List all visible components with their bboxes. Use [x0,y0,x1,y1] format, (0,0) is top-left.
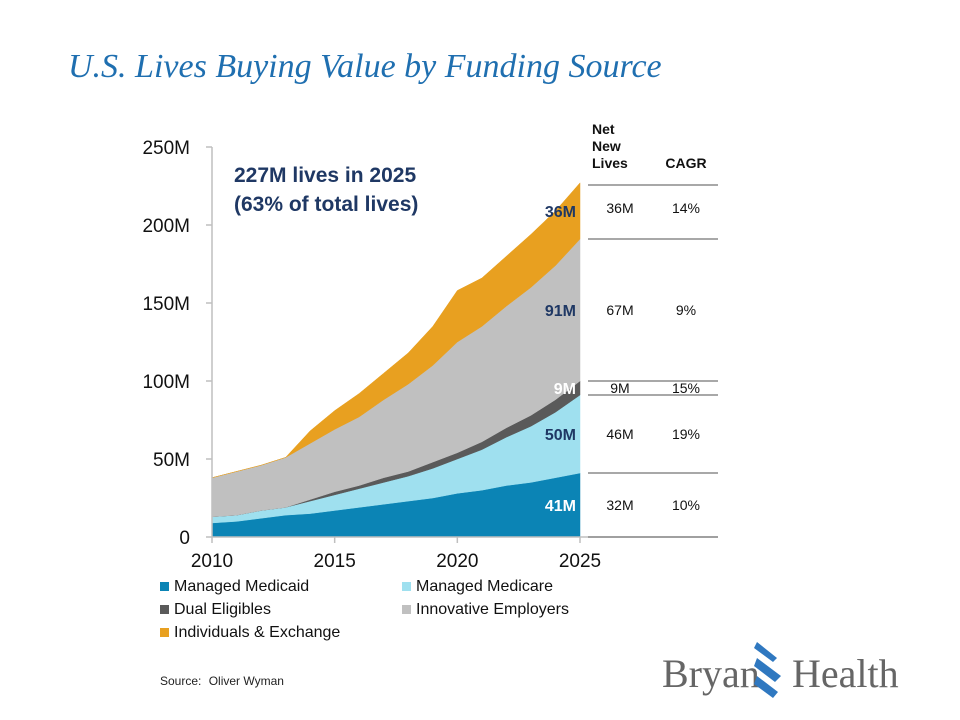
legend-swatch [160,628,169,637]
table-cell-net-new: 46M [606,426,633,442]
y-tick-label: 50M [153,450,190,471]
x-tick-label: 2015 [314,551,356,572]
page-title: U.S. Lives Buying Value by Funding Sourc… [68,48,662,85]
legend-swatch [402,605,411,614]
table-header-net-new-lives: Net [592,121,615,137]
x-tick-label: 2025 [559,551,601,572]
y-tick-label: 200M [142,216,190,237]
chart-callout-line2: (63% of total lives) [234,193,418,216]
legend-swatch [402,582,411,591]
logo-word-health: Health [792,651,899,696]
legend-label: Dual Eligibles [174,601,271,618]
table-cell-net-new: 36M [606,200,633,216]
legend-label: Individuals & Exchange [174,624,340,641]
chart-legend: Managed Medicaid Managed Medicare Dual Eli… [160,578,569,641]
table-header-cagr: CAGR [665,155,706,171]
chart-callout-line1: 227M lives in 2025 [234,164,416,187]
table-cell-cagr: 19% [672,426,700,442]
source-value: Oliver Wyman [208,674,284,688]
legend-label: Innovative Employers [416,601,569,618]
table-cell-net-new: 9M [610,380,629,396]
legend-swatch [160,582,169,591]
y-tick-label: 0 [179,528,190,549]
legend-swatch [160,605,169,614]
area-individuals-exchange [211,182,581,478]
y-tick-label: 100M [142,372,190,393]
y-tick-label: 150M [142,294,190,315]
x-tick-label: 2020 [436,551,478,572]
table-cell-cagr: 15% [672,380,700,396]
chart-end-labels: 41M 50M 9M 91M 36M [545,204,576,515]
table-cell-net-new: 32M [606,497,633,513]
legend-label: Managed Medicare [416,578,553,595]
table-cell-cagr: 9% [676,302,696,318]
chart-grid [206,146,581,543]
bryan-health-logo: Bryan Health [662,640,902,702]
end-label: 41M [545,498,576,515]
table-cell-cagr: 14% [672,200,700,216]
source-note: Source: Oliver Wyman [160,674,284,688]
end-label: 50M [545,427,576,444]
table-cell-net-new: 67M [606,302,633,318]
legend-label: Managed Medicaid [174,578,309,595]
chevron-mark-icon [754,642,781,698]
x-tick-label: 2010 [191,551,233,572]
chart-areas [211,182,581,538]
end-label: 91M [545,303,576,320]
end-label: 9M [554,381,576,398]
source-label: Source: [160,674,202,688]
table-header-net-new-lives: New [592,138,621,154]
y-tick-label: 250M [142,138,190,159]
table-header-net-new-lives: Lives [592,155,628,171]
end-label: 36M [545,204,576,221]
logo-word-bryan: Bryan [662,651,760,696]
table-cell-cagr: 10% [672,497,700,513]
